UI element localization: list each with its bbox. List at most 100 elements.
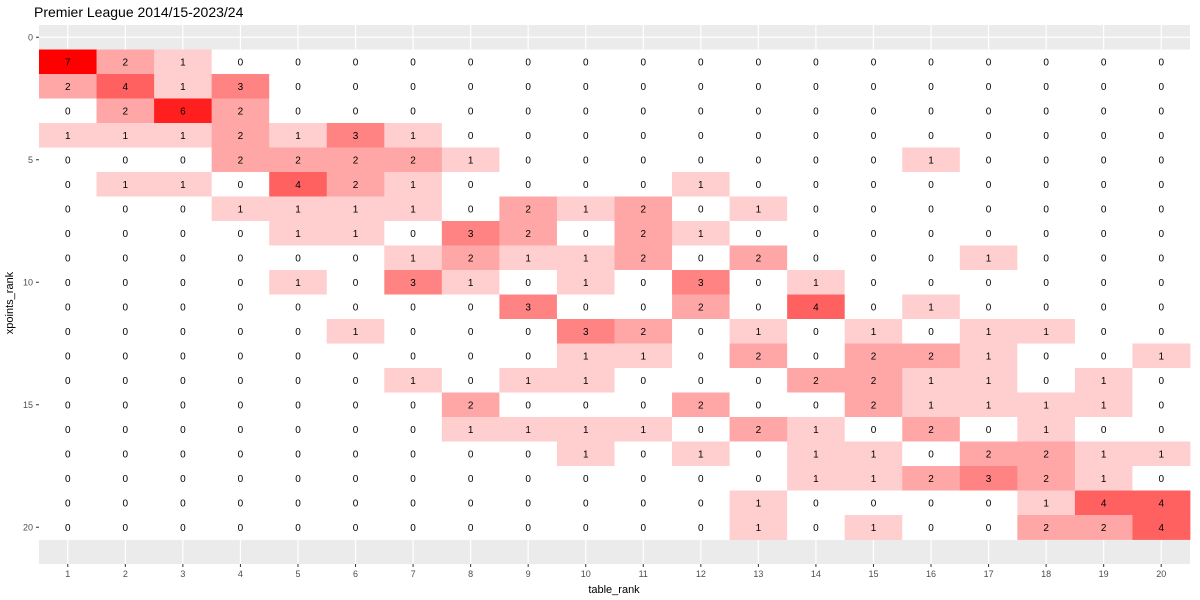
cell-value-label: 0 [813, 229, 819, 240]
cell-value-label: 1 [180, 82, 186, 93]
heatmap-cell [959, 294, 1018, 320]
cell-value-label: 0 [65, 302, 71, 313]
cell-value-label: 0 [756, 106, 762, 117]
cell-value-label: 0 [871, 253, 877, 264]
cell-value-label: 1 [410, 376, 416, 387]
cell-value-label: 0 [123, 278, 129, 289]
heatmap-cell [844, 466, 903, 491]
heatmap-cell [902, 368, 961, 393]
heatmap-cell [1132, 196, 1191, 222]
cell-value-label: 1 [123, 180, 129, 191]
heatmap-cell [499, 343, 558, 369]
x-tick-label: 16 [926, 569, 936, 579]
heatmap-cell [556, 343, 615, 369]
heatmap-cell [556, 74, 615, 99]
heatmap-cell [902, 270, 961, 295]
heatmap-cell [1017, 343, 1076, 369]
heatmap-cell [211, 466, 270, 491]
cell-value-label: 1 [1043, 498, 1049, 509]
cell-value-label: 1 [986, 376, 992, 387]
cell-value-label: 0 [1158, 253, 1164, 264]
heatmap-cell [499, 466, 558, 491]
heatmap-cell [729, 196, 788, 222]
heatmap-cell [441, 294, 500, 320]
cell-value-label: 0 [698, 327, 704, 338]
heatmap-cell [614, 319, 673, 344]
heatmap-cell [556, 441, 615, 467]
cell-value-label: 0 [583, 57, 589, 68]
cell-value-label: 0 [1158, 57, 1164, 68]
cell-value-label: 0 [180, 229, 186, 240]
cell-value-label: 0 [410, 523, 416, 534]
heatmap-cell [959, 74, 1018, 99]
heatmap-cell [269, 490, 328, 516]
heatmap-cell [1074, 343, 1133, 369]
x-tick-label: 10 [581, 569, 591, 579]
cell-value-label: 1 [525, 425, 531, 436]
heatmap-cell [1132, 343, 1191, 369]
heatmap-cell [384, 49, 443, 75]
cell-value-label: 0 [353, 278, 359, 289]
cell-value-label: 1 [871, 523, 877, 534]
heatmap-cell [672, 74, 730, 99]
heatmap-cell [614, 343, 673, 369]
cell-value-label: 0 [353, 474, 359, 485]
cell-value-label: 0 [468, 57, 474, 68]
heatmap-cell [672, 221, 730, 246]
heatmap-cell [614, 49, 673, 75]
cell-value-label: 2 [756, 253, 762, 264]
cell-value-label: 0 [986, 229, 992, 240]
heatmap-cell [1017, 368, 1076, 393]
heatmap-cell [1074, 441, 1133, 467]
cell-value-label: 0 [180, 523, 186, 534]
heatmap-cell [729, 319, 788, 344]
cell-labels: 7 2 1 0 0 0 0 0 0 0 0 0 0 0 0 0 0 0 0 0 2 4 1 3 0 0 0 0 0 0 0 0 0 0 0 0 0 0 0 0… [65, 57, 1164, 534]
cell-value-label: 0 [1158, 204, 1164, 215]
heatmap-cell [326, 392, 385, 418]
cell-value-label: 1 [1158, 449, 1164, 460]
x-tick-label: 7 [411, 569, 416, 579]
heatmap-cell [211, 147, 270, 173]
cell-value-label: 0 [813, 327, 819, 338]
cell-value-label: 1 [468, 278, 474, 289]
heatmap-cell [556, 392, 615, 418]
heatmap-cell [614, 294, 673, 320]
heatmap-cell [499, 196, 558, 222]
heatmap-cell [154, 147, 213, 173]
cell-value-label: 0 [238, 302, 244, 313]
heatmap-cell [39, 221, 97, 246]
heatmap-cell [96, 221, 155, 246]
cell-value-label: 0 [65, 376, 71, 387]
heatmap-cell [154, 245, 213, 271]
x-tick-label: 2 [123, 569, 128, 579]
cell-value-label: 0 [928, 327, 934, 338]
heatmap-cell [441, 172, 500, 197]
cell-value-label: 0 [180, 474, 186, 485]
heatmap-cell [902, 392, 961, 418]
cell-value-label: 0 [813, 498, 819, 509]
cell-value-label: 1 [410, 131, 416, 142]
cell-value-label: 0 [123, 400, 129, 411]
cell-value-label: 0 [238, 57, 244, 68]
heatmap-cell [39, 368, 97, 393]
cell-value-label: 0 [295, 449, 301, 460]
heatmap-cell [1132, 294, 1191, 320]
cell-value-label: 0 [180, 302, 186, 313]
cell-value-label: 7 [65, 57, 71, 68]
heatmap-cell [1017, 270, 1076, 295]
heatmap-cell [154, 490, 213, 516]
heatmap-cell [1017, 74, 1076, 99]
cell-value-label: 0 [1158, 82, 1164, 93]
cell-value-label: 1 [295, 278, 301, 289]
cell-value-label: 0 [986, 425, 992, 436]
heatmap-cell [1074, 49, 1133, 75]
cell-value-label: 0 [640, 449, 646, 460]
heatmap-cell [326, 245, 385, 271]
heatmap-cell [384, 417, 443, 442]
cell-value-label: 1 [640, 351, 646, 362]
cell-value-label: 0 [928, 106, 934, 117]
heatmap-cell [39, 392, 97, 418]
cell-value-label: 0 [813, 253, 819, 264]
cell-value-label: 1 [871, 449, 877, 460]
cell-value-label: 0 [1101, 57, 1107, 68]
